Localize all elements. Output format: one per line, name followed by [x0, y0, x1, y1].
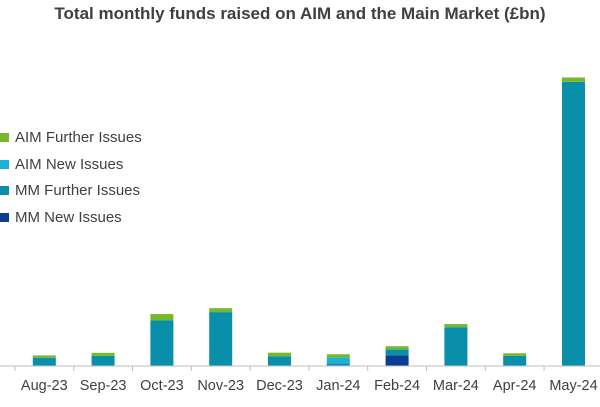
- legend-label: MM Further Issues: [15, 182, 141, 200]
- bar-segment-mm-further-issues: [209, 312, 233, 366]
- bar-segment-aim-further-issues: [209, 308, 233, 313]
- x-tick-label: Sep-23: [80, 378, 127, 394]
- chart-title: Total monthly funds raised on AIM and th…: [54, 4, 546, 23]
- bar-segment-mm-new-issues: [385, 355, 409, 366]
- x-tick-label: Oct-23: [140, 378, 184, 394]
- bar-segment-aim-further-issues: [444, 324, 468, 328]
- x-tick-label: Feb-24: [374, 378, 420, 394]
- legend: AIM Further Issues AIM New Issues MM Furth…: [0, 124, 142, 231]
- legend-swatch: [0, 186, 9, 196]
- legend-item: MM New Issues: [0, 204, 142, 231]
- bar-segment-mm-further-issues: [326, 363, 350, 366]
- legend-swatch: [0, 159, 9, 169]
- legend-label: MM New Issues: [15, 208, 122, 226]
- bar-segment-aim-further-issues: [326, 354, 350, 358]
- bar-segment-mm-further-issues: [503, 355, 527, 366]
- bar-segment-aim-further-issues: [268, 352, 291, 357]
- bar-segment-aim-further-issues: [503, 353, 527, 356]
- legend-label: AIM Further Issues: [15, 128, 142, 146]
- legend-item: AIM Further Issues: [0, 124, 142, 151]
- x-tick-label: Mar-24: [433, 378, 479, 394]
- bar-segment-aim-further-issues: [32, 355, 56, 358]
- x-tick-label: Apr-24: [493, 378, 537, 394]
- x-tick-label: Jan-24: [316, 378, 360, 394]
- legend-item: MM Further Issues: [0, 177, 142, 204]
- x-tick-label: Nov-23: [197, 378, 244, 394]
- bars-layer: [32, 77, 585, 367]
- bar-segment-mm-further-issues: [32, 357, 56, 366]
- x-tick-label: Aug-23: [21, 378, 68, 394]
- bar-segment-mm-further-issues: [91, 355, 115, 366]
- legend-swatch: [0, 132, 9, 142]
- bar-segment-aim-further-issues: [150, 314, 174, 321]
- bar-segment-mm-further-issues: [150, 320, 174, 366]
- bar-segment-mm-further-issues: [562, 81, 585, 367]
- bar-segment-aim-further-issues: [562, 77, 585, 82]
- bar-segment-mm-further-issues: [385, 349, 409, 356]
- bar-segment-aim-further-issues: [91, 352, 115, 356]
- legend-label: AIM New Issues: [15, 155, 124, 173]
- bar-segment-aim-new-issues: [326, 357, 350, 364]
- bar-segment-aim-further-issues: [385, 346, 409, 350]
- x-tick-marks: [14, 366, 545, 371]
- bar-segment-mm-further-issues: [444, 327, 468, 366]
- x-tick-label: May-24: [549, 378, 597, 394]
- legend-item: AIM New Issues: [0, 151, 142, 178]
- x-tick-labels: 3Aug-23Sep-23Oct-23Nov-23Dec-23Jan-24Feb…: [21, 378, 598, 394]
- bar-segment-mm-further-issues: [268, 356, 291, 366]
- x-tick-label: Dec-23: [256, 378, 303, 394]
- legend-swatch: [0, 212, 9, 222]
